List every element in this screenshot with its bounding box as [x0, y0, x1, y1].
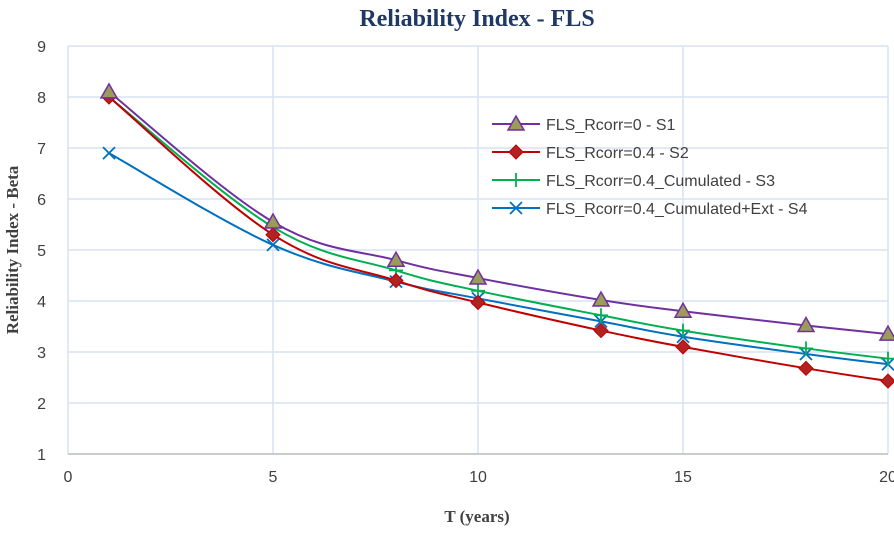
marker-shape	[799, 341, 813, 356]
legend-label: FLS_Rcorr=0 - S1	[546, 117, 675, 134]
data-point	[102, 146, 116, 160]
marker-shape	[673, 301, 693, 318]
marker-shape	[509, 173, 523, 187]
marker-shape	[798, 360, 814, 377]
data-point	[388, 272, 404, 289]
marker-shape	[675, 339, 691, 355]
legend-label: FLS_Rcorr=0.4_Cumulated - S3	[546, 173, 775, 190]
legend-item-4: FLS_Rcorr=0.4_Cumulated+Ext - S4	[492, 201, 808, 218]
y-tick-label: 6	[37, 192, 46, 209]
data-point	[673, 301, 693, 318]
data-point	[470, 294, 486, 311]
data-point	[591, 290, 611, 307]
y-tick-label: 2	[37, 396, 46, 413]
legend-marker	[509, 173, 523, 187]
marker-shape	[676, 323, 690, 338]
data-point	[878, 324, 894, 341]
x-tick-label: 5	[269, 469, 278, 486]
series-2	[101, 89, 894, 389]
series-group	[99, 82, 894, 389]
x-tick-label: 15	[674, 469, 692, 486]
marker-shape	[594, 308, 608, 323]
marker-shape	[880, 373, 894, 389]
series-1	[99, 82, 894, 341]
marker-shape	[878, 324, 894, 341]
marker-shape	[506, 114, 526, 131]
legend-label: FLS_Rcorr=0.4_Cumulated+Ext - S4	[546, 201, 808, 218]
data-point	[881, 351, 894, 366]
data-point	[675, 339, 691, 355]
data-point	[468, 268, 488, 285]
y-tick-label: 4	[37, 294, 46, 311]
marker-shape	[508, 144, 524, 160]
y-tick-label: 8	[37, 90, 46, 107]
x-tick-label: 20	[879, 469, 894, 486]
y-tick-label: 9	[37, 39, 46, 56]
legend-item-2: FLS_Rcorr=0.4 - S2	[492, 144, 689, 162]
y-tick-label: 3	[37, 345, 46, 362]
marker-shape	[265, 226, 281, 243]
chart-title: Reliability Index - FLS	[359, 6, 594, 32]
data-point	[594, 308, 608, 323]
tick-labels: 1 2 3 4 5 6 7 8 9 0 5 10 15 20	[37, 39, 894, 486]
data-point	[796, 315, 816, 333]
marker-shape	[388, 272, 404, 289]
marker-shape	[470, 294, 486, 311]
x-axis-label: T (years)	[444, 507, 509, 526]
legend-item-3: FLS_Rcorr=0.4_Cumulated - S3	[492, 173, 775, 190]
marker-shape	[102, 146, 116, 160]
legend: FLS_Rcorr=0 - S1 FLS_Rcorr=0.4 - S2 FLS_Rc…	[492, 114, 808, 218]
legend-marker	[506, 114, 526, 131]
legend-label: FLS_Rcorr=0.4 - S2	[546, 145, 689, 162]
data-point	[263, 212, 283, 229]
data-point	[676, 323, 690, 338]
x-tick-label: 0	[64, 469, 73, 486]
x-tick-label: 10	[469, 469, 487, 486]
legend-item-1: FLS_Rcorr=0 - S1	[492, 114, 675, 134]
marker-shape	[796, 315, 816, 333]
marker-shape	[509, 201, 523, 215]
marker-shape	[468, 268, 488, 285]
marker-shape	[263, 212, 283, 229]
data-point	[799, 341, 813, 356]
y-tick-label: 5	[37, 243, 46, 260]
y-tick-label: 1	[37, 447, 46, 464]
marker-shape	[99, 82, 119, 99]
legend-marker	[509, 201, 523, 215]
marker-shape	[386, 250, 406, 267]
marker-shape	[881, 351, 894, 366]
data-point	[798, 360, 814, 377]
data-point	[265, 226, 281, 243]
legend-marker	[508, 144, 524, 160]
marker-shape	[593, 322, 609, 339]
data-point	[386, 250, 406, 267]
data-point	[99, 82, 119, 99]
y-axis-label: Reliability Index - Beta	[3, 165, 22, 334]
marker-shape	[591, 290, 611, 307]
y-tick-label: 7	[37, 141, 46, 158]
data-point	[880, 373, 894, 389]
data-point	[593, 322, 609, 339]
data-point	[266, 238, 280, 252]
marker-shape	[266, 238, 280, 252]
